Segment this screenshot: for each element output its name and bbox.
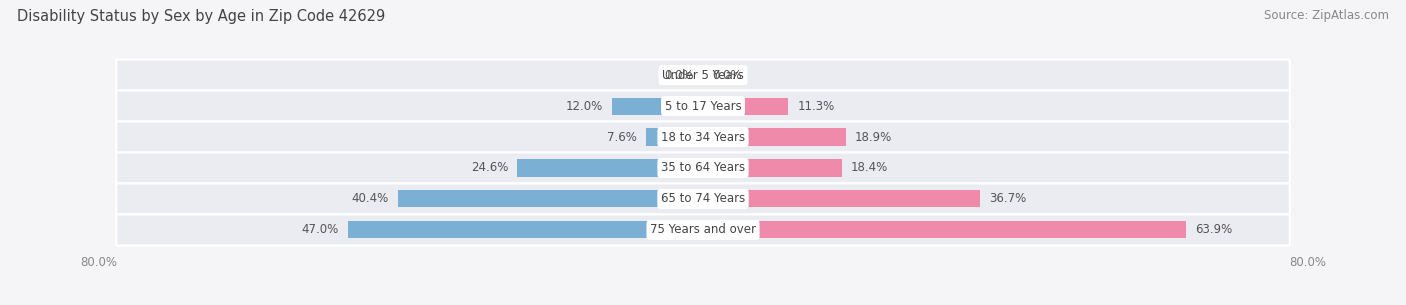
FancyBboxPatch shape: [117, 121, 1289, 152]
Bar: [703, 98, 789, 115]
Text: 11.3%: 11.3%: [797, 99, 835, 113]
Legend: Male, Female: Male, Female: [640, 303, 766, 305]
Bar: [398, 190, 703, 207]
Text: Disability Status by Sex by Age in Zip Code 42629: Disability Status by Sex by Age in Zip C…: [17, 9, 385, 24]
Bar: [613, 98, 703, 115]
Text: Source: ZipAtlas.com: Source: ZipAtlas.com: [1264, 9, 1389, 22]
Bar: [703, 190, 980, 207]
Text: 0.0%: 0.0%: [711, 69, 742, 81]
Text: 18 to 34 Years: 18 to 34 Years: [661, 131, 745, 144]
Text: 18.9%: 18.9%: [855, 131, 893, 144]
Text: 65 to 74 Years: 65 to 74 Years: [661, 192, 745, 206]
Text: 18.4%: 18.4%: [851, 161, 889, 174]
Text: 35 to 64 Years: 35 to 64 Years: [661, 161, 745, 174]
Bar: [703, 128, 846, 145]
Text: 5 to 17 Years: 5 to 17 Years: [665, 99, 741, 113]
Text: 12.0%: 12.0%: [567, 99, 603, 113]
Text: 0.0%: 0.0%: [664, 69, 695, 81]
FancyBboxPatch shape: [117, 214, 1289, 246]
Text: 7.6%: 7.6%: [606, 131, 637, 144]
Text: 24.6%: 24.6%: [471, 161, 508, 174]
FancyBboxPatch shape: [117, 59, 1289, 91]
Bar: [703, 221, 1185, 239]
Text: 40.4%: 40.4%: [352, 192, 388, 206]
Text: 63.9%: 63.9%: [1195, 224, 1232, 236]
Text: 75 Years and over: 75 Years and over: [650, 224, 756, 236]
Bar: [703, 160, 842, 177]
Bar: [517, 160, 703, 177]
Text: Under 5 Years: Under 5 Years: [662, 69, 744, 81]
FancyBboxPatch shape: [117, 91, 1289, 121]
FancyBboxPatch shape: [117, 152, 1289, 184]
Bar: [347, 221, 703, 239]
Bar: [645, 128, 703, 145]
FancyBboxPatch shape: [117, 184, 1289, 214]
Text: 47.0%: 47.0%: [301, 224, 339, 236]
Text: 36.7%: 36.7%: [990, 192, 1026, 206]
